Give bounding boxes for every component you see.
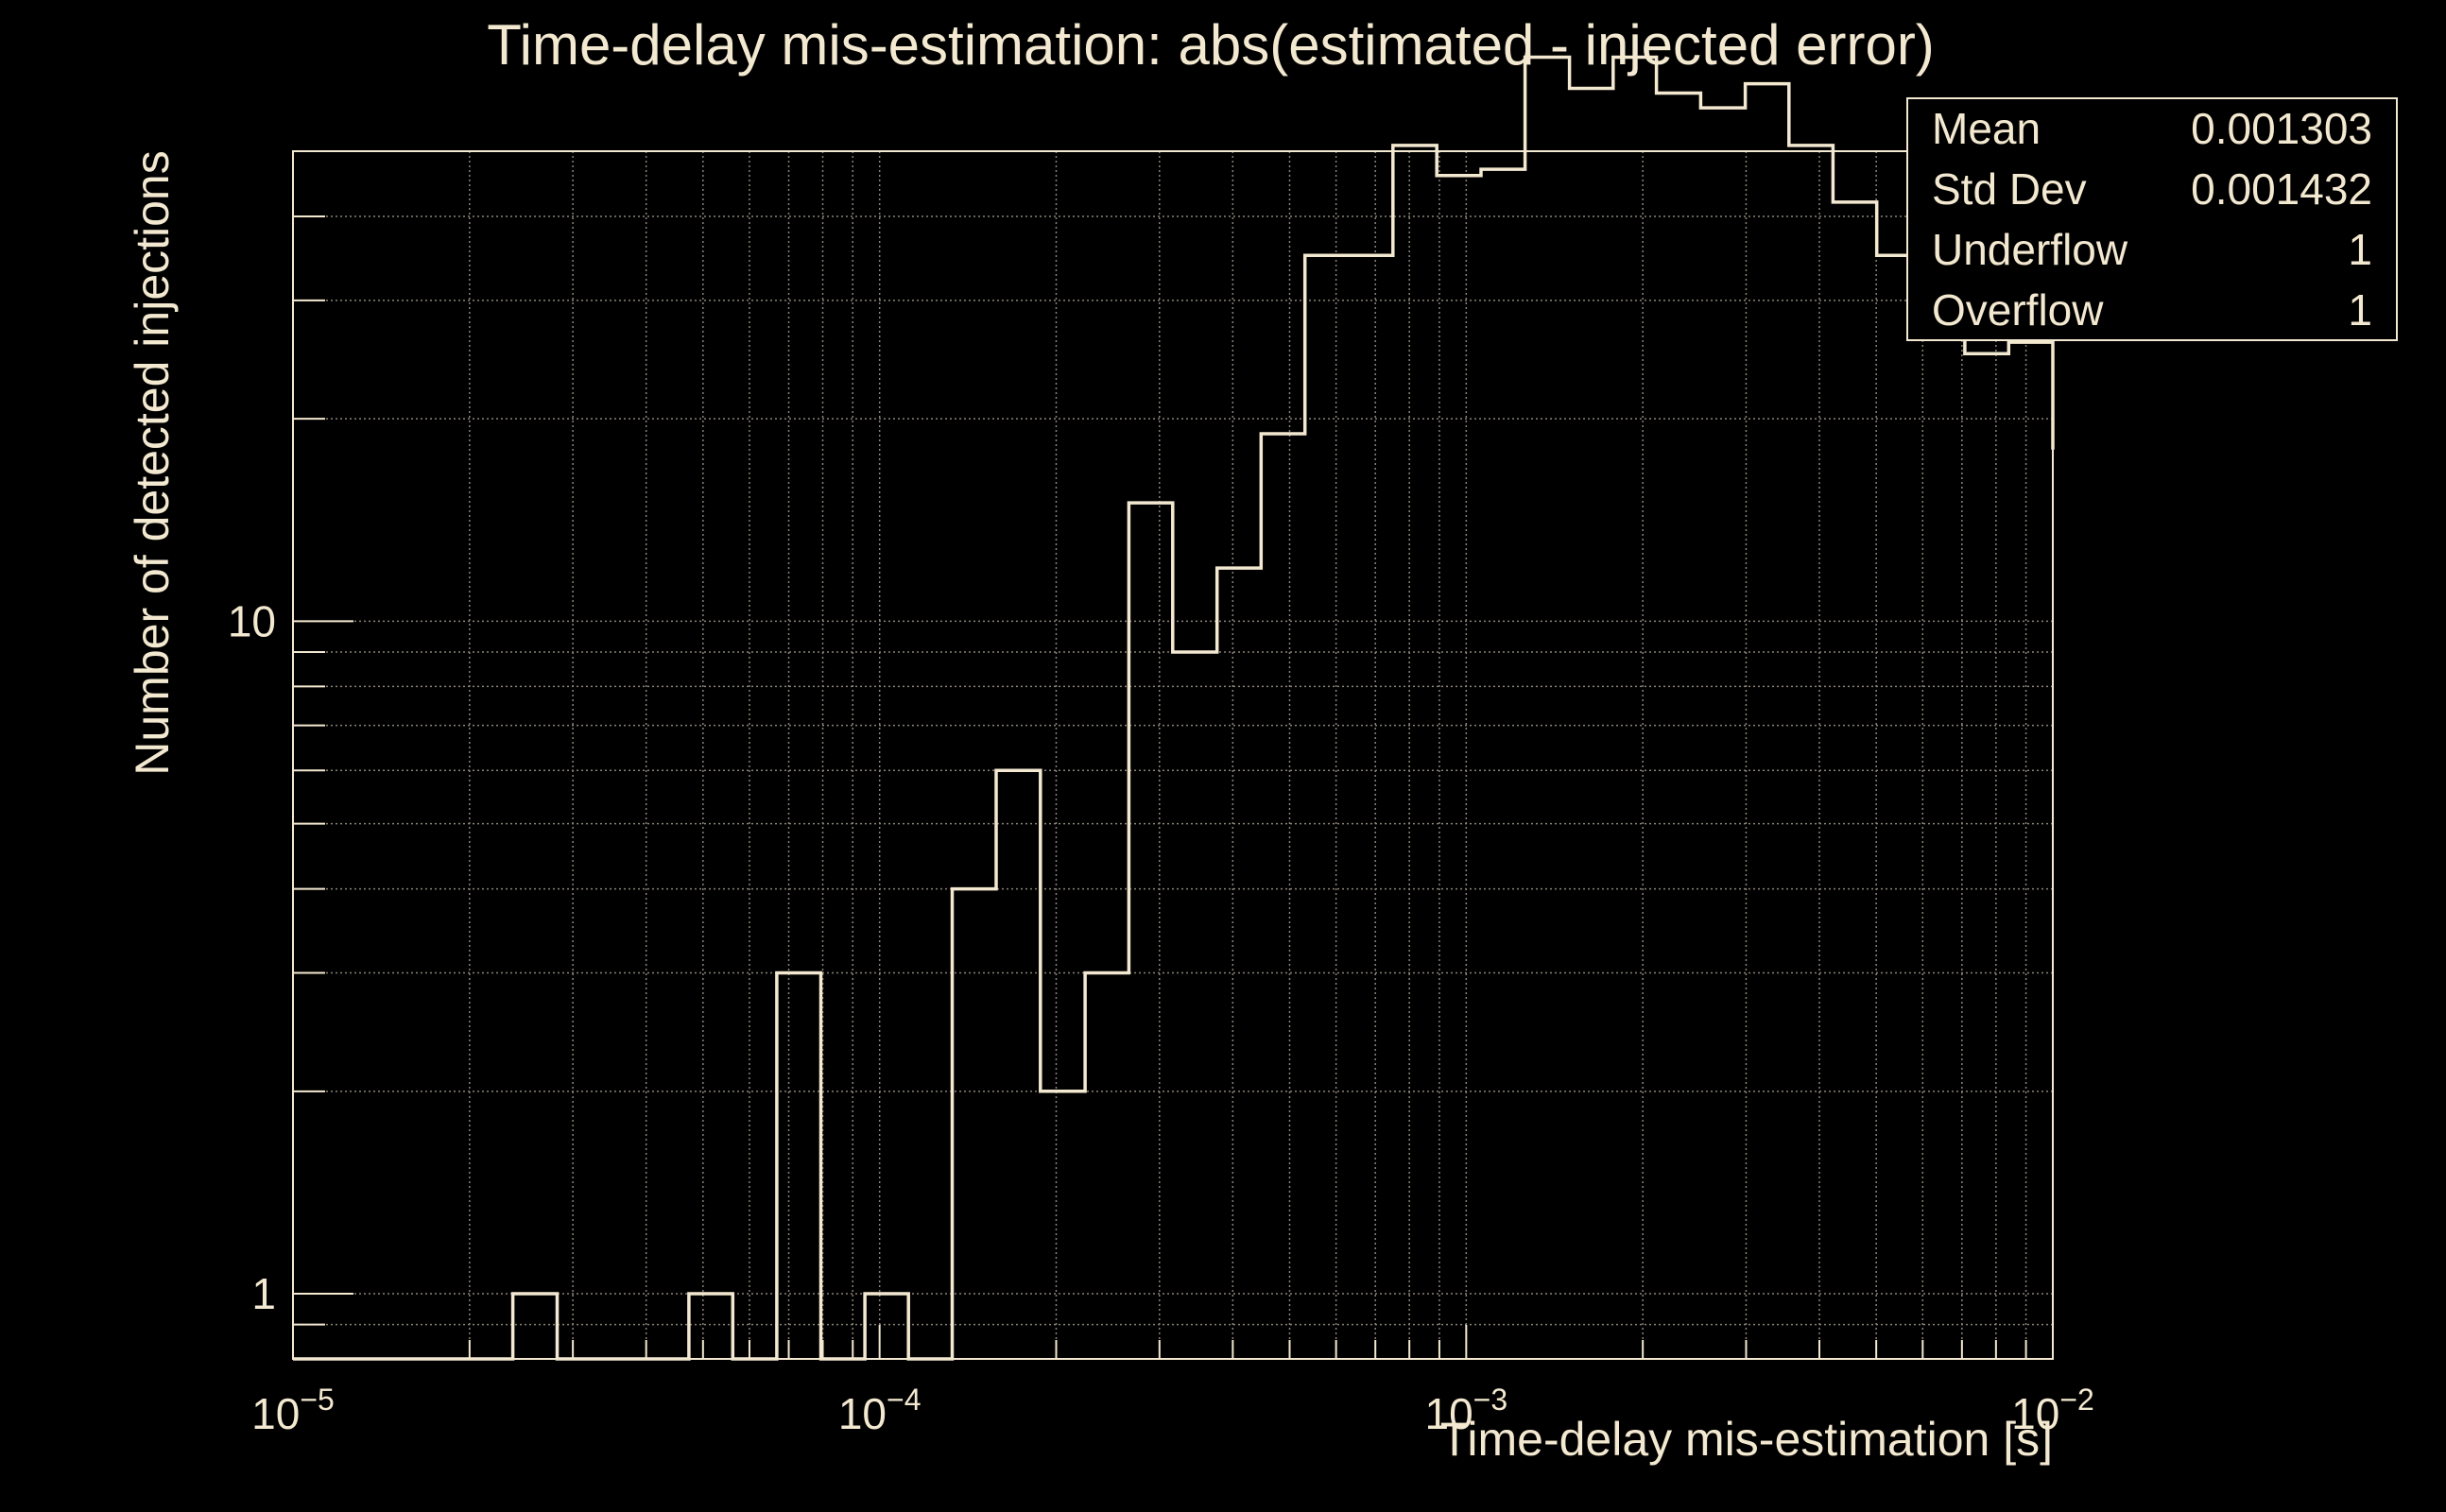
grid-lines [293,151,2053,1359]
stats-label: Underflow [1932,225,2128,274]
axis-ticks [292,215,2054,1359]
stats-value: 1 [2348,285,2372,335]
tick-labels: 10−5 10−4 10−3 10−2 1 10 [228,596,2094,1438]
x-tick-label: 10−5 [251,1383,335,1438]
x-axis-label: Time-delay mis-estimation [s] [1440,1413,2053,1466]
x-tick-label: 10−4 [838,1383,922,1438]
stats-label: Mean [1932,104,2041,153]
plot-frame [292,150,2054,1360]
y-tick-label: 10 [228,596,276,645]
y-tick-label: 1 [251,1269,276,1318]
histogram-outline [293,55,2055,1361]
stats-label: Std Dev [1932,164,2087,214]
stats-label: Overflow [1932,285,2104,335]
stats-box: Mean 0.001303 Std Dev 0.001432 Underflow 1 Ove… [1906,97,2398,341]
stats-value: 1 [2348,225,2372,274]
stats-value: 0.001432 [2191,164,2372,214]
x-tick-label: 10−3 [1425,1383,1508,1438]
stats-box-frame [1906,97,2398,341]
y-axis-label: Number of detected injections [126,150,179,775]
x-tick-label: 10−2 [2011,1383,2094,1438]
chart-title: Time-delay mis-estimation: abs(estimated… [487,13,1935,77]
stats-value: 0.001303 [2191,104,2372,153]
